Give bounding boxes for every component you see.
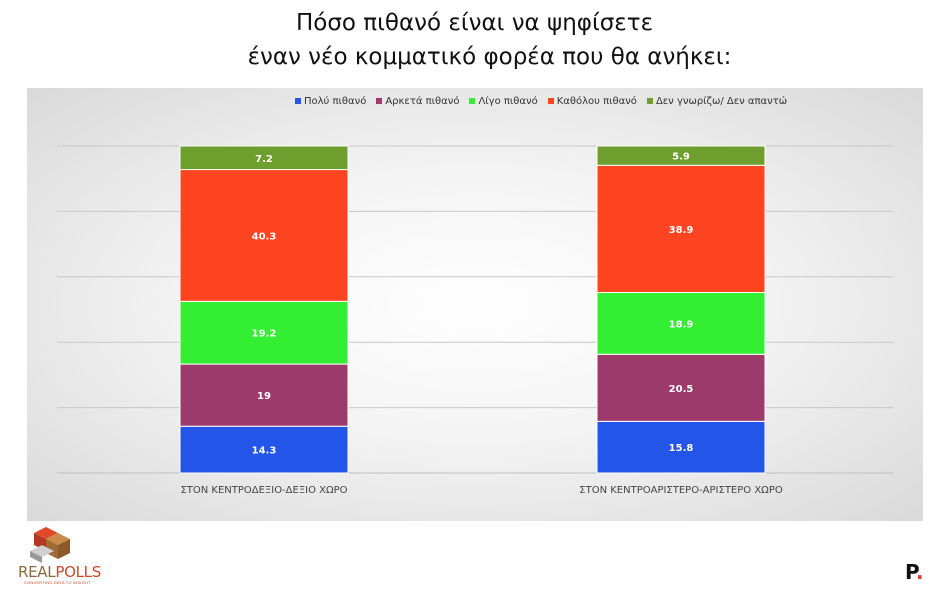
- data-label-2-5: 5.9: [672, 152, 690, 163]
- legend-swatch-1: [295, 98, 301, 104]
- legend-swatch-3: [469, 98, 476, 104]
- legend-label-1: Πολύ πιθανό: [304, 95, 367, 107]
- realpolls-logo-icon: [30, 527, 70, 563]
- bar-segment-2-3: [596, 291, 766, 355]
- legend-swatch-4: [547, 98, 554, 104]
- realpolls-logo: REALPOLLS CONVERTING DATA TO INSIGHT: [18, 525, 108, 585]
- chart-title-line-1: Πόσο πιθανό είναι να ψηφίσετε: [295, 10, 654, 36]
- chart-title: Πόσο πιθανό είναι να ψηφίσετε έναν νέο κ…: [0, 6, 949, 74]
- legend-item-5: Δεν γνωρίζω/ Δεν απαντώ: [646, 95, 788, 107]
- legend-swatch-2: [376, 98, 383, 104]
- legend-label-2: Αρκετά πιθανό: [385, 95, 460, 107]
- legend-item-4: Καθόλου πιθανό: [547, 95, 637, 107]
- stacked-bar-chart: 14.3 19 19.2 40.3 7.2 ΣΤΟΝ ΚΕΝΤΡΟΔΕΞΙΟ-ΔΕΞΙΟ …: [57, 145, 893, 496]
- data-label-2-1: 15.8: [669, 443, 694, 454]
- data-label-1-1: 14.3: [252, 446, 277, 457]
- bar-segment-2-4: [596, 164, 766, 293]
- legend-swatch-5: [646, 98, 653, 104]
- data-label-2-3: 18.9: [669, 319, 694, 330]
- chart-panel: Πολύ πιθανό Αρκετά πιθανό Λίγο πιθανό Καθόλ…: [27, 88, 923, 521]
- legend-item-2: Αρκετά πιθανό: [376, 96, 459, 107]
- bar-segment-1-1: [179, 425, 349, 474]
- data-label-1-5: 7.2: [255, 154, 273, 165]
- category-label-2: ΣΤΟΝ ΚΕΝΤΡΟΑΡΙΣΤΕΡΟ-ΑΡΙΣΤΕΡΟ ΧΩΡΟ: [579, 485, 783, 496]
- legend-item-3: Λίγο πιθανό: [469, 95, 538, 107]
- data-label-2-4: 38.9: [669, 225, 694, 236]
- legend-label-4: Καθόλου πιθανό: [556, 95, 637, 107]
- data-label-1-3: 19.2: [252, 329, 277, 340]
- p-logo: P.: [905, 560, 924, 584]
- data-label-1-4: 40.3: [252, 231, 277, 242]
- category-label-1: ΣΤΟΝ ΚΕΝΤΡΟΔΕΞΙΟ-ΔΕΞΙΟ ΧΩΡΟ: [180, 485, 347, 496]
- bar-segment-2-5: [596, 145, 766, 166]
- legend-label-3: Λίγο πιθανό: [478, 95, 538, 107]
- data-label-1-2: 19: [257, 391, 271, 402]
- data-label-2-2: 20.5: [669, 384, 694, 395]
- realpolls-tagline: CONVERTING DATA TO INSIGHT: [24, 580, 91, 585]
- bar-segment-1-5: [179, 145, 349, 171]
- chart-legend: Πολύ πιθανό Αρκετά πιθανό Λίγο πιθανό Καθόλ…: [295, 93, 787, 109]
- realpolls-wordmark: REALPOLLS: [18, 563, 101, 581]
- legend-item-1: Πολύ πιθανό: [295, 96, 366, 107]
- legend-label-5: Δεν γνωρίζω/ Δεν απαντώ: [655, 95, 788, 107]
- chart-title-line-2: έναν νέο κομματικό φορέα που θα ανήκει:: [247, 44, 732, 70]
